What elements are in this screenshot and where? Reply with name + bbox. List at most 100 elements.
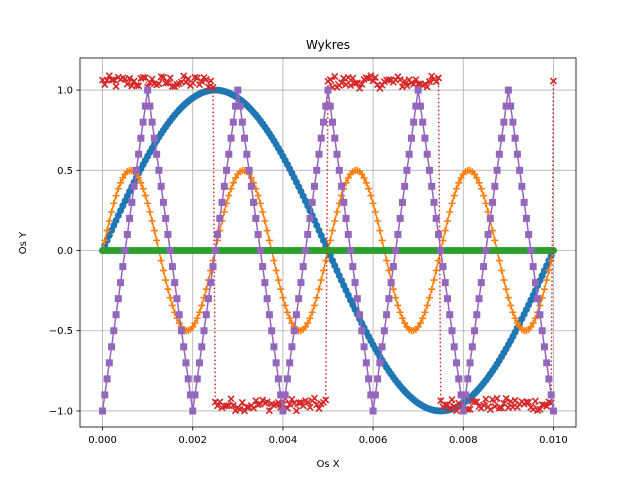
x-tick-label: 0.006 [359, 435, 388, 446]
series-layer [98, 72, 558, 415]
triangle500-point [347, 247, 355, 255]
triangle500-point [344, 230, 352, 238]
triangle500-point [322, 102, 330, 110]
sine400-point [374, 217, 382, 225]
triangle500-point [446, 311, 454, 319]
sine400-point [119, 174, 127, 182]
triangle500-point [477, 279, 485, 287]
triangle500-point [389, 263, 397, 271]
triangle500-point [270, 343, 278, 351]
sine400-point [369, 199, 377, 207]
sine400-point [540, 285, 548, 293]
triangle500-point [241, 134, 249, 142]
triangle500-point [259, 263, 267, 271]
square200-point [198, 78, 206, 86]
triangle500-point [254, 230, 262, 238]
triangle500-point [168, 263, 176, 271]
triangle500-point [144, 86, 152, 94]
sine400-point [263, 227, 271, 235]
square200-point [295, 399, 303, 407]
sine400-point [189, 323, 197, 331]
triangle500-point [543, 359, 551, 367]
plot-frame [79, 57, 577, 428]
sine400-point [455, 179, 463, 187]
triangle500-point [238, 118, 246, 126]
sine400-point [401, 319, 409, 327]
square200-point [337, 79, 346, 87]
triangle500-point [272, 359, 280, 367]
sine400-point [141, 192, 149, 200]
square200-point [446, 405, 454, 413]
triangle500-point [110, 327, 118, 335]
sine400-point [110, 199, 118, 207]
sine400-point [283, 308, 291, 316]
triangle500-point [513, 150, 521, 158]
triangle500-point [371, 391, 379, 399]
triangle500-point [128, 198, 136, 206]
triangle500-point [101, 391, 109, 399]
sine400-point [457, 174, 465, 182]
tick-layer: 0.000 0.002 0.004 0.006 0.008 0.010 −1.0 −0.5 0.… [49, 86, 568, 446]
square200-point [250, 404, 258, 412]
sine400-point [277, 285, 285, 293]
triangle500-point [495, 150, 503, 158]
triangle500-point [360, 343, 368, 351]
sine400-point [202, 285, 210, 293]
triangle500-point [432, 214, 440, 222]
square200-point [159, 73, 167, 81]
triangle500-point [475, 295, 483, 303]
triangle500-point [112, 311, 120, 319]
triangle500-point [396, 214, 404, 222]
triangle500-point [380, 327, 388, 335]
square200-point [209, 83, 217, 91]
square200-point [107, 76, 116, 84]
square200-point [482, 395, 490, 403]
sine400-point [495, 257, 503, 265]
triangle500-point [324, 86, 332, 94]
sine400-point [313, 294, 321, 302]
sine400-point [367, 192, 375, 200]
sine400-point [272, 266, 280, 274]
triangle500-point [198, 343, 206, 351]
sine400-point [507, 301, 515, 309]
triangle500-point [369, 407, 377, 415]
triangle500-point [326, 102, 334, 110]
sine400-point [545, 266, 553, 274]
sine400-point [421, 308, 429, 316]
triangle500-point [195, 359, 203, 367]
sine400-point [498, 266, 506, 274]
triangle500-point [545, 375, 553, 383]
triangle500-point [547, 391, 555, 399]
triangle500-point [489, 198, 497, 206]
square200-point [479, 401, 488, 409]
sine400-point [392, 294, 400, 302]
triangle500-point [342, 214, 350, 222]
triangle500-point [349, 263, 357, 271]
sine400-point [423, 301, 431, 309]
sine400-point [220, 208, 228, 216]
square200-point [135, 82, 143, 90]
sine400-point [281, 301, 289, 309]
triangle500-point [471, 327, 479, 335]
triangle500-point [516, 166, 524, 174]
triangle500-point [439, 263, 447, 271]
triangle500-point [374, 375, 382, 383]
triangle500-point [511, 134, 519, 142]
square200-point [229, 401, 237, 409]
sine400-point [274, 276, 282, 284]
triangle500-point [130, 182, 138, 190]
x-tick-label: 0.000 [88, 435, 117, 446]
triangle500-point [173, 295, 181, 303]
sine400-point [286, 314, 294, 322]
square200-point [403, 82, 411, 90]
triangle500-point [313, 166, 321, 174]
square200-point [432, 78, 440, 86]
square200-point [362, 74, 370, 82]
triangle500-point [376, 359, 384, 367]
triangle500-point [108, 343, 116, 351]
square200-point [101, 81, 109, 89]
sine400-point [511, 314, 519, 322]
triangle500-point [525, 230, 533, 238]
triangle500-point [175, 311, 183, 319]
sine400-point [383, 257, 391, 265]
